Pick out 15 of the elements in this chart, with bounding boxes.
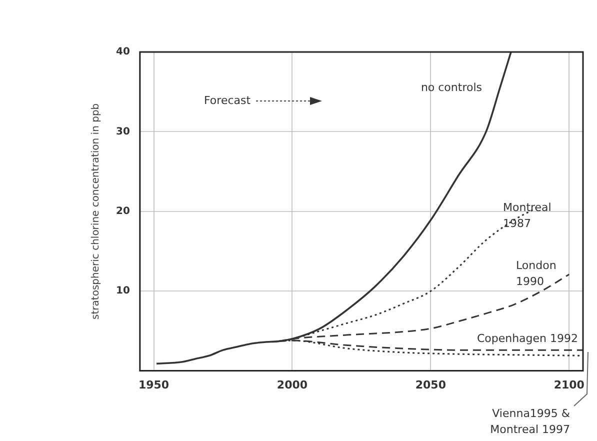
y-tick-label: 40 <box>116 46 130 58</box>
series-label: no controls <box>420 80 482 94</box>
x-tick-label: 2050 <box>415 378 446 392</box>
text: Vienna1995 & Montreal 1997 <box>490 406 570 436</box>
x-tick-label: 2000 <box>276 378 308 392</box>
annotation: Forecast <box>204 94 252 107</box>
series-label: Copenhagen 1992 <box>476 332 578 345</box>
series-label: London 1990 <box>516 258 556 288</box>
y-axis-title: stratospheric chlorine concentration in ppb <box>90 103 102 320</box>
y-tick-label: 10 <box>116 286 130 297</box>
series-label: Montreal 1987 <box>503 200 552 230</box>
y-tick-label: 30 <box>116 126 130 138</box>
x-tick-label: 2100 <box>554 378 585 392</box>
x-tick-label: 1950 <box>138 378 170 392</box>
y-tick-label: 20 <box>116 206 130 217</box>
